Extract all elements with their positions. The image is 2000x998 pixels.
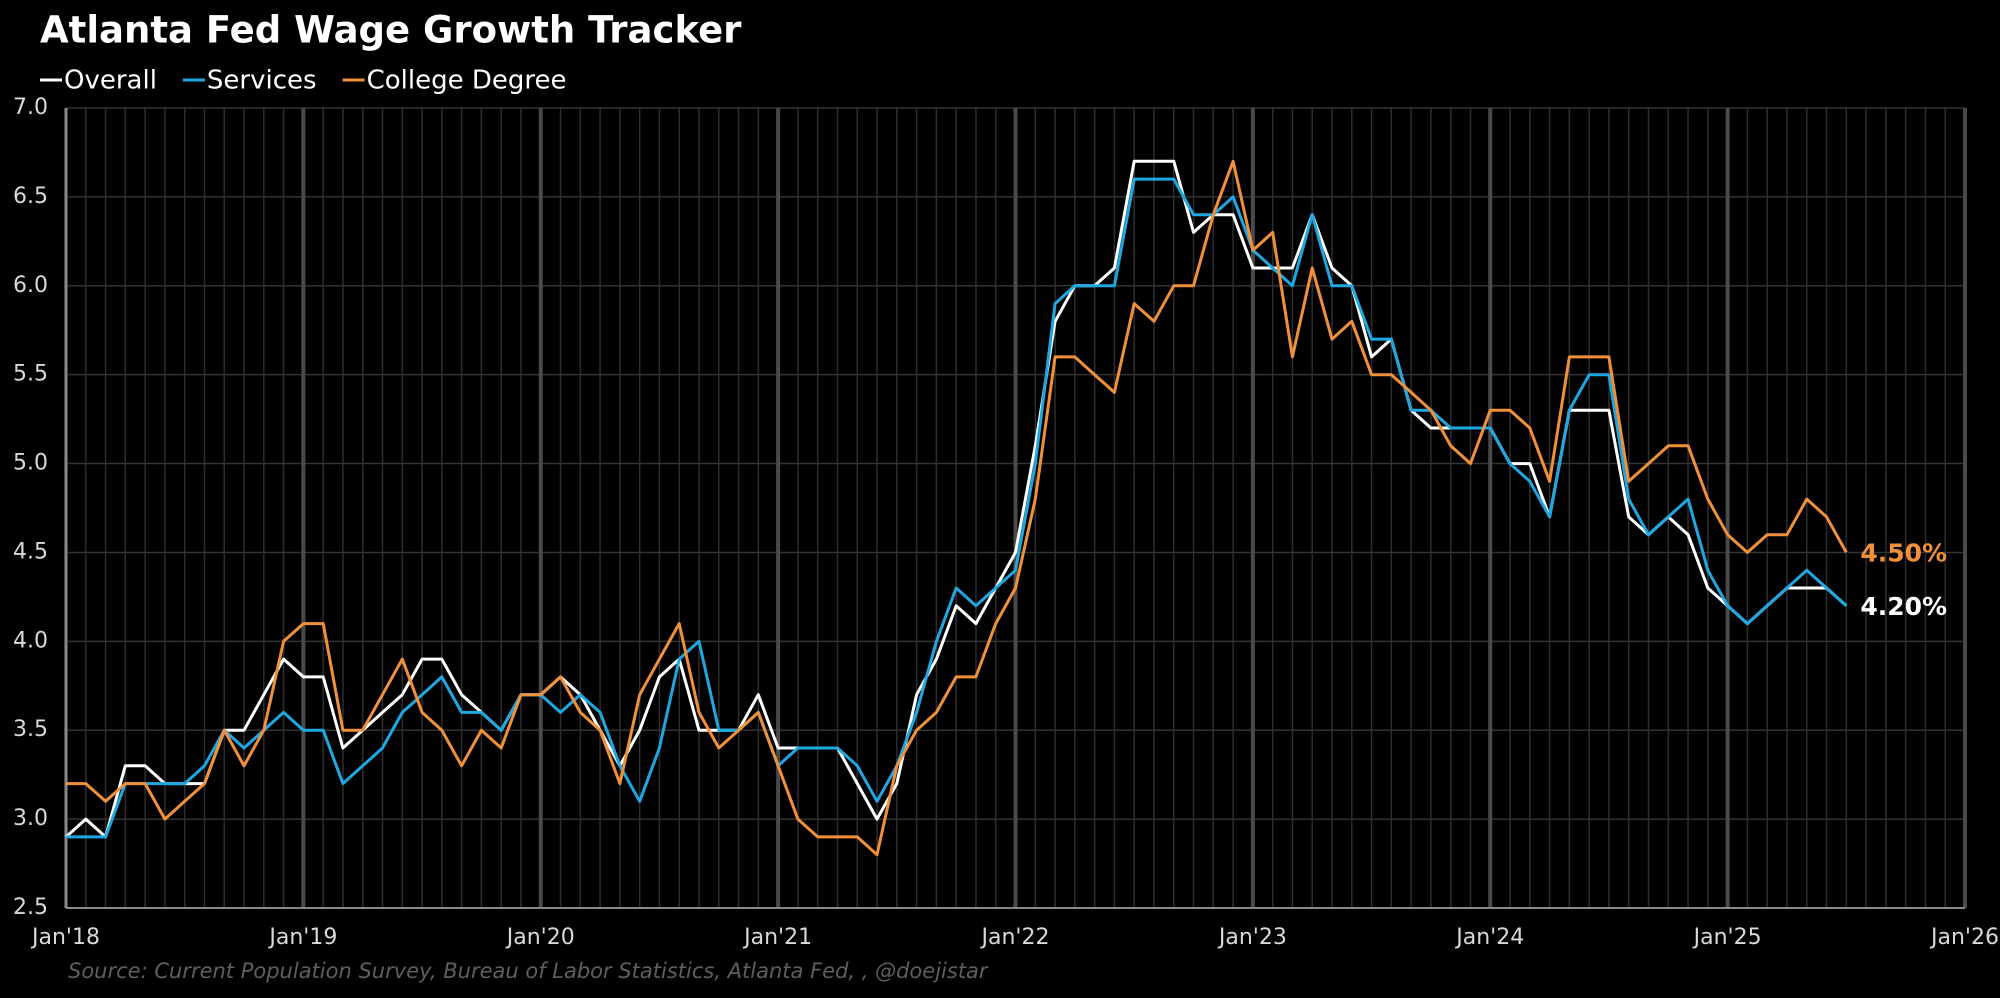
x-tick-label: Jan'18 (30, 925, 100, 950)
end-label: 4.20% (1860, 592, 1947, 621)
y-tick-label: 6.5 (13, 184, 48, 209)
legend-label: Overall (64, 66, 157, 96)
source-note: Source: Current Population Survey, Burea… (68, 959, 989, 983)
x-tick-label: Jan'26 (1929, 925, 1999, 950)
y-tick-label: 6.0 (13, 273, 48, 298)
x-tick-label: Jan'22 (980, 925, 1050, 950)
x-tick-label: Jan'24 (1454, 925, 1524, 950)
chart-title: Atlanta Fed Wage Growth Tracker (40, 9, 742, 52)
legend-label: College Degree (367, 66, 567, 96)
x-tick-label: Jan'25 (1692, 925, 1762, 950)
y-tick-label: 5.5 (13, 362, 48, 387)
x-tick-label: Jan'23 (1217, 925, 1287, 950)
legend-label: Services (207, 66, 317, 96)
y-tick-label: 3.5 (13, 717, 48, 742)
y-tick-label: 7.0 (13, 95, 48, 120)
series-line (66, 159, 1848, 857)
x-tick-label: Jan'19 (267, 925, 337, 950)
end-label: 4.50% (1860, 538, 1947, 567)
series-line (66, 177, 1848, 839)
x-tick-label: Jan'21 (742, 925, 812, 950)
y-tick-label: 3.0 (13, 806, 48, 831)
y-tick-label: 5.0 (13, 451, 48, 476)
y-tick-label: 4.0 (13, 628, 48, 653)
y-tick-label: 4.5 (13, 539, 48, 564)
y-tick-label: 2.5 (13, 895, 48, 920)
x-tick-label: Jan'20 (505, 925, 575, 950)
